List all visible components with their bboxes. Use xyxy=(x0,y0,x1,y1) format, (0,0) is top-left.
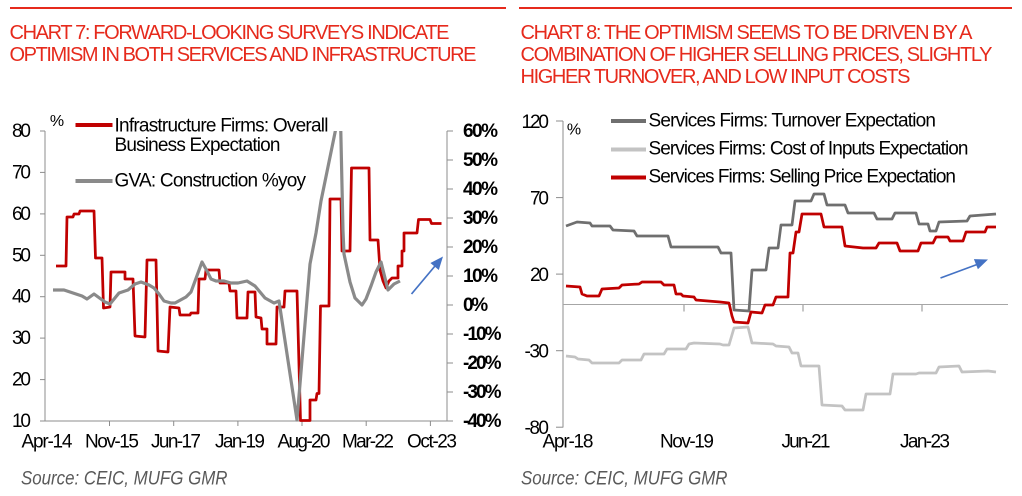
svg-text:Oct-23: Oct-23 xyxy=(407,432,457,453)
svg-text:GVA: Construction %yoy: GVA: Construction %yoy xyxy=(115,171,307,192)
svg-text:Nov-19: Nov-19 xyxy=(660,432,714,453)
svg-text:Apr-14: Apr-14 xyxy=(22,432,73,453)
svg-text:Jan-23: Jan-23 xyxy=(900,432,950,453)
svg-text:120: 120 xyxy=(522,112,550,133)
svg-text:30: 30 xyxy=(12,328,31,349)
svg-text:10%: 10% xyxy=(463,266,498,287)
svg-text:Source: CEIC, MUFG GMR: Source: CEIC, MUFG GMR xyxy=(521,469,728,490)
svg-text:Jun-17: Jun-17 xyxy=(151,432,201,453)
svg-text:50: 50 xyxy=(12,245,31,266)
svg-text:70: 70 xyxy=(530,189,549,210)
svg-text:0%: 0% xyxy=(463,295,488,316)
svg-text:80: 80 xyxy=(12,121,31,142)
svg-text:Services Firms: Turnover Expec: Services Firms: Turnover Expectation xyxy=(649,111,937,132)
svg-text:-20%: -20% xyxy=(463,353,502,374)
svg-text:CHART 8: THE OPTIMISM SEEMS TO: CHART 8: THE OPTIMISM SEEMS TO BE DRIVEN… xyxy=(521,22,974,44)
svg-text:-80: -80 xyxy=(525,418,550,439)
svg-text:60%: 60% xyxy=(463,121,498,142)
svg-text:Infrastructure Firms: Overall: Infrastructure Firms: Overall xyxy=(115,116,329,137)
svg-text:Aug-20: Aug-20 xyxy=(278,432,331,453)
svg-text:-30: -30 xyxy=(525,342,550,363)
svg-text:60: 60 xyxy=(12,204,31,225)
svg-text:20: 20 xyxy=(12,370,31,391)
svg-text:50%: 50% xyxy=(463,150,498,171)
svg-text:Jun-21: Jun-21 xyxy=(782,432,831,453)
svg-text:40%: 40% xyxy=(463,179,498,200)
svg-text:-30%: -30% xyxy=(463,382,502,403)
svg-text:10: 10 xyxy=(12,411,31,432)
svg-text:OPTIMISM IN BOTH SERVICES AND: OPTIMISM IN BOTH SERVICES AND INFRASTRUC… xyxy=(10,44,477,66)
svg-text:%: % xyxy=(567,122,581,139)
svg-text:20: 20 xyxy=(530,265,549,286)
svg-text:Apr-18: Apr-18 xyxy=(543,432,594,453)
svg-text:HIGHER TURNOVER, AND LOW INPUT: HIGHER TURNOVER, AND LOW INPUT COSTS xyxy=(521,66,911,88)
svg-text:40: 40 xyxy=(12,287,31,308)
svg-text:COMBINATION OF HIGHER SELLING: COMBINATION OF HIGHER SELLING PRICES, SL… xyxy=(521,44,993,66)
svg-text:30%: 30% xyxy=(463,208,498,229)
svg-text:20%: 20% xyxy=(463,237,498,258)
svg-text:Business Expectation: Business Expectation xyxy=(115,135,281,156)
svg-text:Source: CEIC, MUFG GMR: Source: CEIC, MUFG GMR xyxy=(21,469,228,490)
svg-text:Mar-22: Mar-22 xyxy=(342,432,394,453)
svg-text:Nov-15: Nov-15 xyxy=(85,432,139,453)
svg-text:Services Firms: Cost of Inputs: Services Firms: Cost of Inputs Expectati… xyxy=(649,139,969,160)
svg-text:Services Firms: Selling Price: Services Firms: Selling Price Expectatio… xyxy=(649,167,957,188)
svg-text:Jan-19: Jan-19 xyxy=(215,432,265,453)
svg-text:-10%: -10% xyxy=(463,324,502,345)
svg-text:%: % xyxy=(50,113,64,130)
svg-text:-40%: -40% xyxy=(463,411,502,432)
svg-text:70: 70 xyxy=(12,162,31,183)
svg-text:CHART 7: FORWARD-LOOKING SURVE: CHART 7: FORWARD-LOOKING SURVEYS INDICAT… xyxy=(10,22,450,44)
